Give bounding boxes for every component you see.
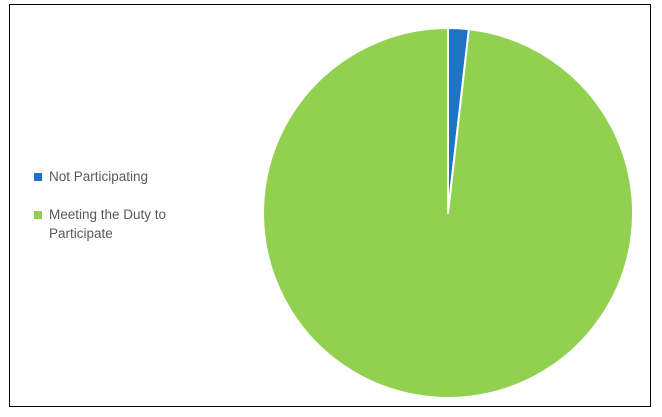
legend-swatch-meeting-duty [34,211,42,219]
pie-slice-meeting-the-duty-to-participate [262,27,635,399]
legend-item-not-participating: Not Participating [34,167,214,186]
pie-slices [262,26,635,399]
legend-swatch-not-participating [34,173,42,181]
legend-label-meeting-duty: Meeting the Duty to Participate [49,207,167,241]
legend-item-meeting-duty: Meeting the Duty to Participate [34,205,214,243]
chart-legend: Not Participating Meeting the Duty to Pa… [34,167,214,262]
legend-label-not-participating: Not Participating [49,169,149,184]
